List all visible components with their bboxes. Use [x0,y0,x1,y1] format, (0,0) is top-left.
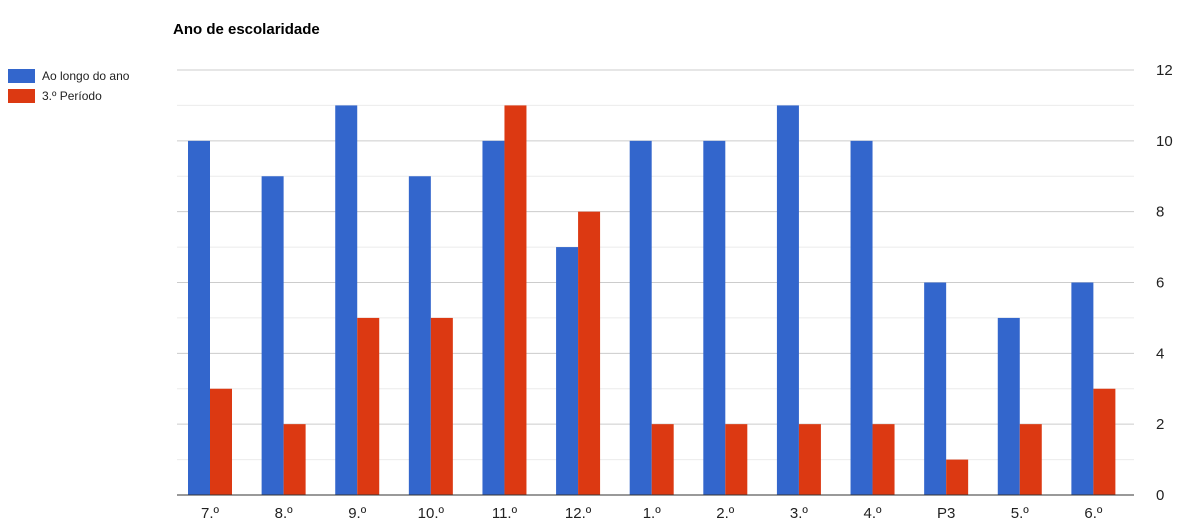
bar-3-periodo[interactable] [1019,424,1042,495]
grid-lines [177,69,1134,461]
bar-ao-longo-do-ano[interactable] [997,317,1020,495]
y-tick-label: 6 [1156,275,1164,292]
x-category-label: 2.º [716,505,735,522]
bar-ao-longo-do-ano[interactable] [629,140,652,496]
x-category-label: 7.º [201,505,220,522]
bar-ao-longo-do-ano[interactable] [1071,282,1094,496]
bar-ao-longo-do-ano[interactable] [924,282,947,496]
legend-label: Ao longo do ano [42,69,130,83]
bar-3-periodo[interactable] [357,317,380,495]
x-category-label: 8.º [275,505,294,522]
bar-ao-longo-do-ano[interactable] [261,176,284,495]
bar-ao-longo-do-ano[interactable] [850,140,873,496]
bar-3-periodo[interactable] [872,424,895,495]
y-tick-label: 0 [1156,487,1164,504]
axes: 0 2 4 6 8 10 12 7.º 8.º 9.º 10.º 11.º 12.º 1.º 2.º 3.º 4… [177,62,1173,522]
bar-ao-longo-do-ano[interactable] [408,176,431,495]
bar-3-periodo[interactable] [725,424,748,495]
chart-title: Ano de escolaridade [173,21,320,38]
x-category-label: P3 [937,505,955,522]
bar-ao-longo-do-ano[interactable] [776,105,799,496]
x-category-label: 10.º [418,505,445,522]
x-category-label: 5.º [1011,505,1030,522]
bar-ao-longo-do-ano[interactable] [335,105,358,496]
x-category-label: 4.º [864,505,883,522]
x-category-label: 3.º [790,505,809,522]
x-category-label: 11.º [492,505,518,522]
bar-3-periodo[interactable] [798,424,821,495]
legend[interactable]: Ao longo do ano 3.º Período [8,69,130,103]
legend-swatch [8,69,35,83]
bar-ao-longo-do-ano[interactable] [188,140,210,496]
y-tick-label: 4 [1156,345,1164,362]
bar-3-periodo[interactable] [210,388,232,495]
legend-label: 3.º Período [42,89,102,103]
legend-item-3-periodo[interactable]: 3.º Período [8,89,102,103]
legend-swatch [8,89,35,103]
y-tick-label: 8 [1156,204,1164,221]
bar-3-periodo[interactable] [430,317,453,495]
x-category-label: 12.º [565,505,592,522]
y-tick-label: 10 [1156,133,1173,150]
bar-ao-longo-do-ano[interactable] [482,140,505,496]
x-category-label: 9.º [348,505,367,522]
y-tick-label: 12 [1156,62,1173,79]
x-category-label: 1.º [643,505,662,522]
bar-3-periodo[interactable] [578,211,601,495]
legend-item-ao-longo-do-ano[interactable]: Ao longo do ano [8,69,130,83]
bar-3-periodo[interactable] [1093,388,1116,495]
bar-3-periodo[interactable] [283,424,306,495]
bars [188,105,1116,496]
bar-3-periodo[interactable] [946,459,969,495]
x-category-label: 6.º [1084,505,1103,522]
y-tick-label: 2 [1156,416,1164,433]
bar-3-periodo[interactable] [504,105,527,496]
bar-ao-longo-do-ano[interactable] [703,140,726,496]
bar-ao-longo-do-ano[interactable] [556,247,579,495]
bar-3-periodo[interactable] [651,424,674,495]
